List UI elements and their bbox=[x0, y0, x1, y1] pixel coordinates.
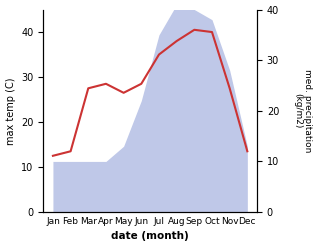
Y-axis label: med. precipitation
(kg/m2): med. precipitation (kg/m2) bbox=[293, 69, 313, 152]
X-axis label: date (month): date (month) bbox=[111, 231, 189, 242]
Y-axis label: max temp (C): max temp (C) bbox=[5, 77, 16, 144]
